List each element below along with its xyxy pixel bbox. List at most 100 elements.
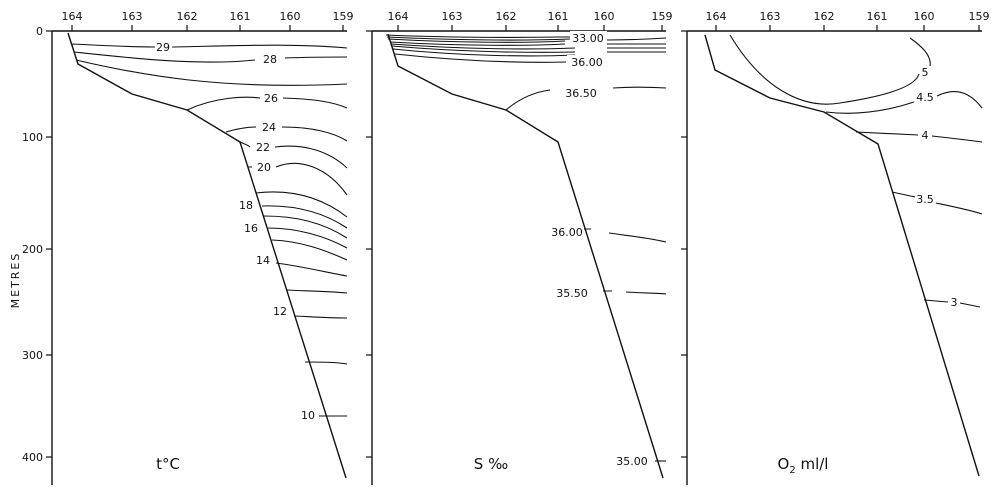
- tick-label-163: 163: [442, 10, 463, 23]
- contour-label-14: 14: [256, 254, 270, 267]
- tick-label-163: 163: [760, 10, 781, 23]
- isotherm-13: [285, 289, 348, 294]
- panel-3-oxygen-contours: [729, 34, 983, 308]
- contour-label-24: 24: [262, 121, 276, 134]
- depth-label-200: 200: [22, 243, 43, 256]
- tick-label-164: 164: [706, 10, 727, 23]
- panel-2-seafloor-profile: [387, 33, 664, 479]
- isotherm-14: [275, 262, 348, 277]
- isotherm-16: [267, 227, 348, 249]
- oxygen-contour-4-5: [825, 91, 983, 114]
- tick-label-160: 160: [594, 10, 615, 23]
- panel-3-top-tick-labels: 164 163 162 161 160 159: [706, 10, 990, 23]
- contour-label-36-50: 36.50: [565, 87, 597, 100]
- tick-label-159: 159: [333, 10, 354, 23]
- isohaline-36-50: [505, 86, 667, 111]
- panel-2-depth-ticks: [366, 30, 372, 458]
- contour-label-28: 28: [263, 53, 277, 66]
- contour-label-20: 20: [257, 161, 271, 174]
- isohaline-33-00: [385, 34, 570, 38]
- isohaline-surface-5: [390, 43, 576, 50]
- panel-1-seafloor-profile: [67, 32, 347, 479]
- isohaline-36-00-upper: [394, 53, 567, 63]
- panel-3-depth-ticks: [681, 30, 687, 458]
- panel-1-top-ticks: [71, 25, 344, 31]
- depth-label-0: 0: [36, 25, 43, 38]
- isohaline-35-50: [603, 290, 667, 295]
- isotherm-29: [71, 43, 348, 49]
- isotherm-22: [239, 141, 348, 169]
- oxygen-contour-3: [923, 299, 981, 308]
- depth-label-100: 100: [22, 131, 43, 144]
- panel-3-title: O2 ml/l: [778, 455, 829, 476]
- isotherm-27: [75, 59, 348, 86]
- tick-label-162: 162: [177, 10, 198, 23]
- isotherm-15: [271, 239, 348, 261]
- contour-label-18: 18: [239, 199, 253, 212]
- panel-1-depth-ticks: [46, 30, 52, 458]
- contour-label-10: 10: [301, 409, 315, 422]
- panel-3-top-ticks: [715, 25, 980, 31]
- contour-label-36-00-lower: 36.00: [551, 226, 583, 239]
- isohaline-surface-6: [391, 45, 576, 53]
- tick-label-160: 160: [280, 10, 301, 23]
- panel-3-contour-labels: 5 4.5 4 3.5 3: [916, 66, 957, 309]
- tick-label-162: 162: [814, 10, 835, 23]
- contour-label-12: 12: [273, 305, 287, 318]
- panel-salinity: 164 163 162 161 160 159: [366, 10, 673, 485]
- tick-label-161: 161: [548, 10, 569, 23]
- contour-label-4: 4: [922, 129, 929, 142]
- contour-label-29: 29: [156, 41, 170, 54]
- tick-label-161: 161: [230, 10, 251, 23]
- tick-label-162: 162: [496, 10, 517, 23]
- y-axis-label: METRES: [9, 252, 22, 309]
- oxygen-contour-5: [729, 34, 931, 105]
- tick-label-159: 159: [652, 10, 673, 23]
- depth-tick-labels: 0 100 200 300 400: [22, 25, 43, 464]
- tick-label-159: 159: [969, 10, 990, 23]
- panel-1-isotherms: [71, 43, 348, 417]
- contour-label-26: 26: [264, 92, 278, 105]
- isohaline-right-1: [606, 37, 667, 41]
- contour-label-35-50: 35.50: [556, 287, 588, 300]
- isohaline-surface-4: [389, 41, 566, 46]
- panel-2-isohalines: [385, 34, 667, 462]
- depth-label-400: 400: [22, 451, 43, 464]
- contour-label-5: 5: [922, 66, 929, 79]
- isotherm-26: [186, 96, 348, 111]
- tick-label-163: 163: [122, 10, 143, 23]
- tick-label-164: 164: [62, 10, 83, 23]
- oxygen-contour-4: [855, 131, 983, 143]
- oxygen-contour-3-5: [891, 191, 983, 215]
- panel-2-top-tick-labels: 164 163 162 161 160 159: [388, 10, 673, 23]
- isotherm-17: [263, 215, 348, 239]
- contour-label-3: 3: [951, 296, 958, 309]
- tick-label-161: 161: [867, 10, 888, 23]
- contour-label-22: 22: [256, 141, 270, 154]
- tick-label-164: 164: [388, 10, 409, 23]
- panel-2-top-ticks: [397, 25, 663, 31]
- isohaline-surface-7: [392, 48, 576, 57]
- isohaline-surface-3: [387, 38, 566, 43]
- isotherm-12: [294, 315, 348, 319]
- panel-oxygen: 164 163 162 161 160 159 5 4.5 4 3.5: [681, 10, 990, 485]
- panel-3-seafloor-profile: [704, 34, 980, 477]
- isotherm-19: [255, 191, 348, 218]
- isotherm-11: [304, 361, 348, 365]
- isotherm-28: [73, 51, 348, 63]
- panel-2-title: S ‰: [474, 455, 508, 473]
- isohaline-36-00-lower: [584, 228, 667, 243]
- isotherm-20: [248, 162, 348, 196]
- contour-label-3-5: 3.5: [916, 193, 934, 206]
- tick-label-160: 160: [914, 10, 935, 23]
- depth-label-300: 300: [22, 349, 43, 362]
- panel-1-top-tick-labels: 164 163 162 161 160 159: [62, 10, 354, 23]
- contour-label-33-00: 33.00: [572, 32, 604, 45]
- isotherm-18: [261, 205, 348, 229]
- panel-1-contour-labels: 29 28 26 24 22 20 18 16 14 12 10: [156, 41, 315, 422]
- isotherm-24: [225, 126, 348, 142]
- panel-1-title: t°C: [156, 455, 180, 473]
- panel-2-contour-labels: 33.00 36.00 36.50 36.00 35.50 35.00: [551, 31, 648, 468]
- panel-temperature: 164 163 162 161 160 159 0 100 200 300 40…: [22, 10, 354, 485]
